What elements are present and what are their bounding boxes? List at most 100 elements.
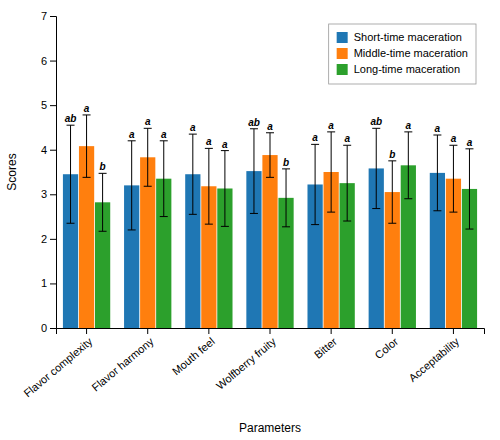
x-axis: Flavor complexityFlavor harmonyMouth fee… bbox=[21, 328, 484, 399]
error-cap bbox=[67, 125, 75, 126]
legend-swatch bbox=[337, 48, 348, 59]
error-cap bbox=[99, 173, 107, 174]
error-line bbox=[131, 141, 132, 230]
legend-label: Middle-time maceration bbox=[354, 47, 468, 59]
sig-label: b bbox=[283, 157, 289, 168]
legend-swatch bbox=[337, 64, 348, 75]
legend: Short-time macerationMiddle-time macerat… bbox=[329, 24, 476, 84]
error-line bbox=[70, 125, 71, 223]
error-cap bbox=[404, 131, 412, 132]
tick: 5 bbox=[41, 99, 56, 111]
error-bar bbox=[250, 129, 258, 214]
tick-label: 2 bbox=[41, 233, 47, 245]
tick-label: Mouth feel bbox=[170, 335, 217, 377]
error-line bbox=[253, 129, 254, 214]
error-cap bbox=[433, 210, 441, 211]
error-cap bbox=[433, 135, 441, 136]
tick-mark bbox=[147, 328, 148, 334]
sig-label: a bbox=[467, 137, 473, 148]
error-cap bbox=[327, 212, 335, 213]
tick-label: 3 bbox=[41, 188, 47, 200]
error-line bbox=[286, 169, 287, 227]
legend-swatch bbox=[337, 32, 348, 43]
sig-label: a bbox=[328, 120, 334, 131]
tick-mark bbox=[50, 194, 56, 195]
tick-mark bbox=[270, 328, 271, 334]
tick-label: Flavor complexity bbox=[21, 335, 95, 400]
error-line bbox=[102, 173, 103, 231]
axis-line bbox=[50, 17, 57, 329]
error-bar bbox=[266, 133, 274, 178]
tick-mark bbox=[86, 328, 87, 334]
error-cap bbox=[221, 226, 229, 227]
y-axis: 01234567 bbox=[41, 10, 57, 334]
error-bar bbox=[99, 173, 107, 231]
tick-label: Color bbox=[372, 335, 400, 361]
error-cap bbox=[221, 150, 229, 151]
error-bar bbox=[327, 132, 335, 212]
error-cap bbox=[144, 186, 152, 187]
error-line bbox=[347, 145, 348, 221]
sig-label: a bbox=[312, 132, 318, 143]
tick-label: Wolfberry fruity bbox=[214, 335, 279, 392]
tick-mark bbox=[50, 61, 56, 62]
legend-item: Middle-time maceration bbox=[337, 47, 468, 59]
error-cap bbox=[205, 148, 213, 149]
sig-label: ab bbox=[248, 117, 260, 128]
tick-label: 5 bbox=[41, 99, 47, 111]
error-cap bbox=[83, 177, 91, 178]
sig-label: b bbox=[100, 161, 106, 172]
tick: Flavor complexity bbox=[21, 328, 95, 399]
sig-label: a bbox=[451, 133, 457, 144]
sig-label: ab bbox=[370, 116, 382, 127]
error-bar bbox=[449, 145, 457, 212]
error-cap bbox=[160, 140, 168, 141]
error-bar bbox=[83, 115, 91, 177]
error-cap bbox=[372, 208, 380, 209]
sig-label: a bbox=[406, 120, 412, 131]
tick-mark bbox=[50, 105, 56, 106]
tick-mark bbox=[50, 16, 56, 17]
error-line bbox=[163, 141, 164, 217]
error-cap bbox=[388, 160, 396, 161]
tick: Acceptability bbox=[406, 328, 461, 384]
error-cap bbox=[388, 223, 396, 224]
error-line bbox=[376, 128, 377, 208]
tick-mark bbox=[331, 328, 332, 334]
error-cap bbox=[99, 231, 107, 232]
error-bar bbox=[221, 151, 229, 227]
error-bar bbox=[205, 148, 213, 224]
tick-label: 4 bbox=[41, 144, 47, 156]
tick-mark bbox=[208, 328, 209, 334]
series bbox=[95, 132, 477, 328]
series bbox=[63, 125, 445, 328]
error-cap bbox=[311, 224, 319, 225]
tick-mark bbox=[453, 328, 454, 334]
error-cap bbox=[327, 131, 335, 132]
error-bar bbox=[67, 125, 75, 223]
tick: 6 bbox=[41, 55, 56, 67]
error-cap bbox=[266, 177, 274, 178]
error-line bbox=[270, 133, 271, 178]
tick-label: Bitter bbox=[312, 335, 340, 361]
sig-label: a bbox=[161, 129, 167, 140]
sig-label: a bbox=[206, 136, 212, 147]
error-cap bbox=[311, 144, 319, 145]
error-cap bbox=[449, 212, 457, 213]
error-bar bbox=[465, 149, 473, 229]
tick-mark bbox=[50, 239, 56, 240]
error-bar bbox=[404, 132, 412, 199]
legend-label: Long-time maceration bbox=[354, 63, 460, 75]
x-axis-title: Parameters bbox=[239, 421, 301, 435]
sig-label: a bbox=[222, 139, 228, 150]
error-cap bbox=[128, 229, 136, 230]
tick-label: Acceptability bbox=[406, 335, 461, 384]
error-bar bbox=[433, 135, 441, 211]
tick-label: 6 bbox=[41, 55, 47, 67]
error-line bbox=[192, 134, 193, 214]
error-line bbox=[469, 149, 470, 229]
error-cap bbox=[67, 223, 75, 224]
tick-mark bbox=[50, 328, 56, 329]
tick: 2 bbox=[41, 233, 56, 245]
error-cap bbox=[282, 226, 290, 227]
